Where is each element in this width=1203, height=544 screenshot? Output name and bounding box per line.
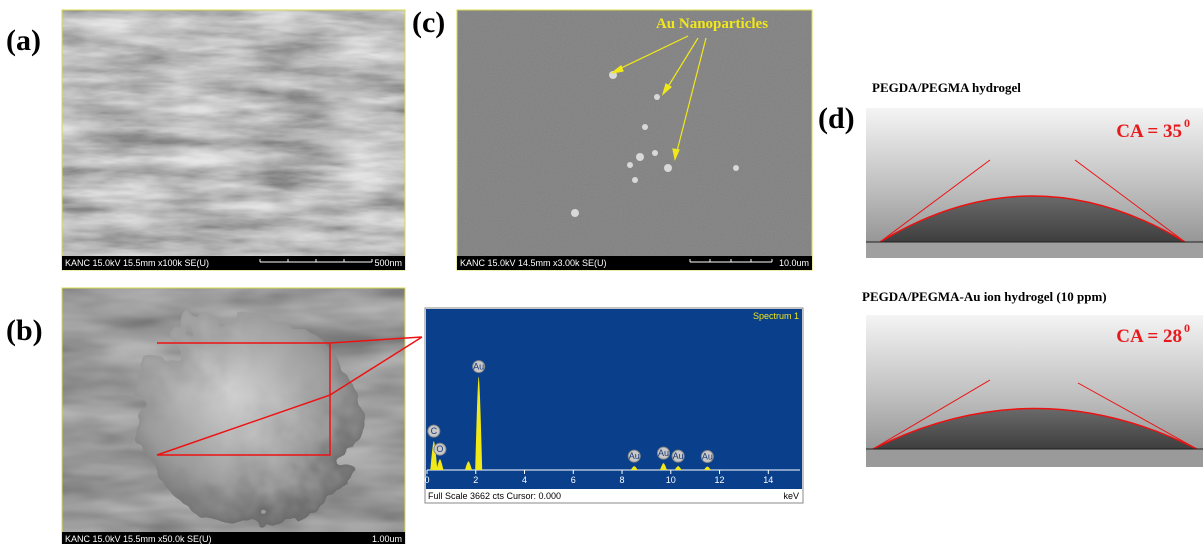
peak-label: Au — [673, 451, 684, 461]
spectrum-title: Spectrum 1 — [753, 311, 799, 321]
peak-label: C — [431, 426, 438, 436]
contact-angle: CA = 35 — [1116, 121, 1182, 142]
x-tick-label: 12 — [715, 475, 725, 485]
x-tick-label: 4 — [522, 475, 527, 485]
spectrum-plot — [426, 309, 802, 489]
x-tick-label: 2 — [473, 475, 478, 485]
figure: (a) KANC 15.0kV 15.5mm x100k SE(U) 500nm… — [0, 0, 1203, 544]
contact-angle: CA = 28 — [1116, 326, 1182, 347]
x-tick-label: 6 — [571, 475, 576, 485]
panel-label: (a) — [6, 24, 41, 57]
scale-bar-label: 10.0um — [779, 258, 809, 268]
panel-label: (c) — [412, 6, 445, 39]
peak-label: Au — [473, 362, 484, 372]
x-tick-label: 0 — [424, 475, 429, 485]
caption: PEGDA/PEGMA-Au ion hydrogel (10 ppm) — [862, 289, 1107, 304]
caption: PEGDA/PEGMA hydrogel — [872, 80, 1021, 95]
x-tick-label: 10 — [666, 475, 676, 485]
sem-info: KANC 15.0kV 15.5mm x50.0k SE(U) — [65, 534, 212, 544]
au-cluster — [138, 313, 358, 523]
substrate — [866, 449, 1203, 467]
panel-label: (d) — [818, 102, 855, 135]
contact-angle-sup: 0 — [1184, 321, 1190, 335]
panel-label: (b) — [6, 314, 43, 347]
x-axis-label: keV — [783, 491, 799, 501]
x-tick-label: 8 — [620, 475, 625, 485]
peak-label: Au — [702, 452, 713, 462]
scale-bar-label: 1.00um — [372, 534, 402, 544]
spectrum-footer: Full Scale 3662 cts Cursor: 0.000 — [428, 491, 561, 501]
peak-label: Au — [658, 448, 669, 458]
sem-image — [457, 10, 812, 270]
x-tick-label: 14 — [763, 475, 773, 485]
contact-angle-sup: 0 — [1184, 116, 1190, 130]
peak-label: O — [436, 444, 443, 454]
sem-image — [62, 10, 405, 270]
scale-bar-label: 500nm — [374, 258, 402, 268]
substrate — [866, 242, 1203, 258]
sem-info: KANC 15.0kV 15.5mm x100k SE(U) — [65, 258, 209, 268]
peak-label: Au — [629, 451, 640, 461]
annotation: Au Nanoparticles — [656, 16, 768, 32]
sem-info: KANC 15.0kV 14.5mm x3.00k SE(U) — [460, 258, 607, 268]
